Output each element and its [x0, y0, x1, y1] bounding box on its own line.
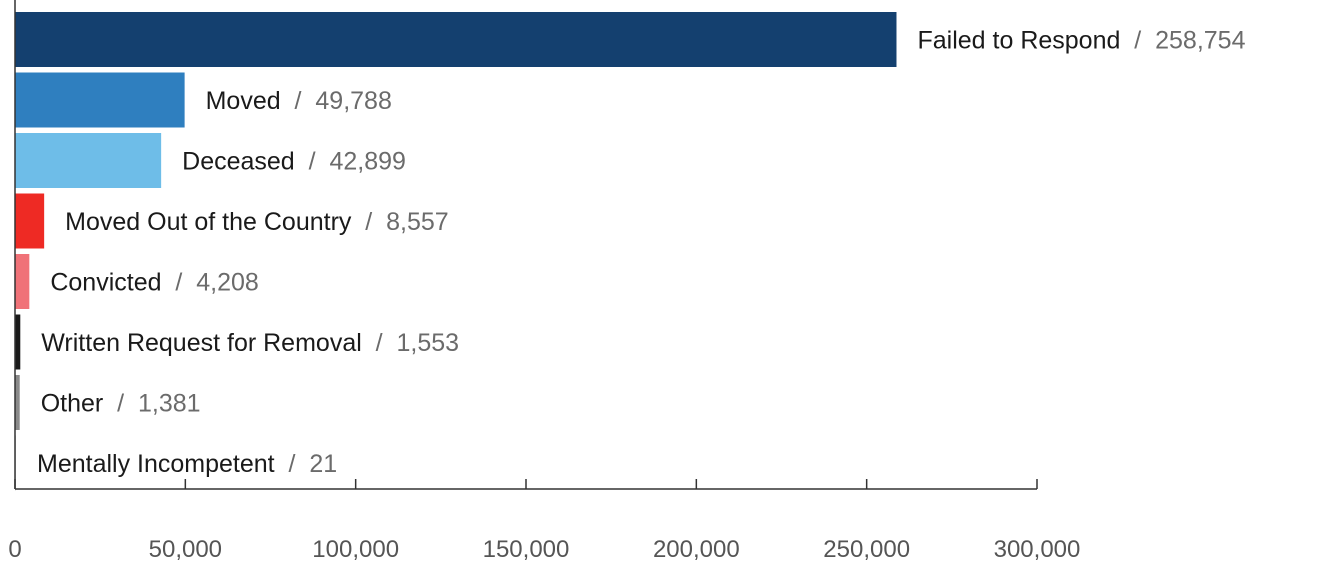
bar-label-2: Deceased / 42,899	[182, 148, 406, 176]
x-axis: 0 50,000 100,000 150,000 200,000 250,000 300,0…	[8, 0, 1080, 563]
bar-label-1: Moved / 49,788	[206, 87, 392, 115]
bar-label-4: Convicted / 4,208	[50, 269, 258, 297]
label-separator: /	[1120, 27, 1155, 55]
category-label: Written Request for Removal	[41, 329, 362, 357]
value-label: 21	[309, 450, 337, 478]
label-separator: /	[275, 450, 310, 478]
category-label: Moved Out of the Country	[65, 208, 352, 236]
label-separator: /	[103, 390, 138, 418]
category-label: Convicted	[50, 269, 161, 297]
x-tick-label: 100,000	[312, 536, 399, 563]
value-label: 1,381	[138, 390, 201, 418]
bar-6	[15, 375, 20, 430]
value-label: 8,557	[386, 208, 449, 236]
category-label: Moved	[206, 87, 281, 115]
bar-label-6: Other / 1,381	[41, 390, 201, 418]
bar-label-3: Moved Out of the Country / 8,557	[65, 208, 449, 236]
x-tick-label: 150,000	[483, 536, 570, 563]
x-tick-label: 200,000	[653, 536, 740, 563]
label-separator: /	[362, 329, 397, 357]
bar-4	[15, 254, 30, 309]
category-label: Mentally Incompetent	[37, 450, 275, 478]
label-separator: /	[162, 269, 197, 297]
label-separator: /	[281, 87, 316, 115]
value-label: 1,553	[397, 329, 460, 357]
bar-label-7: Mentally Incompetent / 21	[37, 450, 337, 478]
x-tick-label: 0	[8, 536, 21, 563]
category-label: Failed to Respond	[917, 27, 1120, 55]
value-label: 49,788	[315, 87, 391, 115]
label-separator: /	[295, 148, 330, 176]
bar-3	[15, 193, 45, 249]
bar-0	[15, 12, 897, 67]
x-tick-label: 300,000	[994, 536, 1081, 563]
bar-2	[15, 133, 162, 188]
bar-label-0: Failed to Respond / 258,754	[917, 27, 1245, 55]
bar-5	[15, 314, 21, 370]
value-label: 4,208	[196, 269, 259, 297]
bar-1	[15, 72, 185, 128]
category-label: Deceased	[182, 148, 295, 176]
label-separator: /	[351, 208, 386, 236]
x-tick-label: 250,000	[823, 536, 910, 563]
category-label: Other	[41, 390, 104, 418]
value-label: 42,899	[329, 148, 405, 176]
value-label: 258,754	[1155, 27, 1245, 55]
x-tick-label: 50,000	[149, 536, 222, 563]
bar-labels-group: Failed to Respond / 258,754 Moved / 49,78…	[37, 27, 1246, 479]
bars-group	[15, 12, 897, 491]
bar-label-5: Written Request for Removal / 1,553	[41, 329, 459, 357]
